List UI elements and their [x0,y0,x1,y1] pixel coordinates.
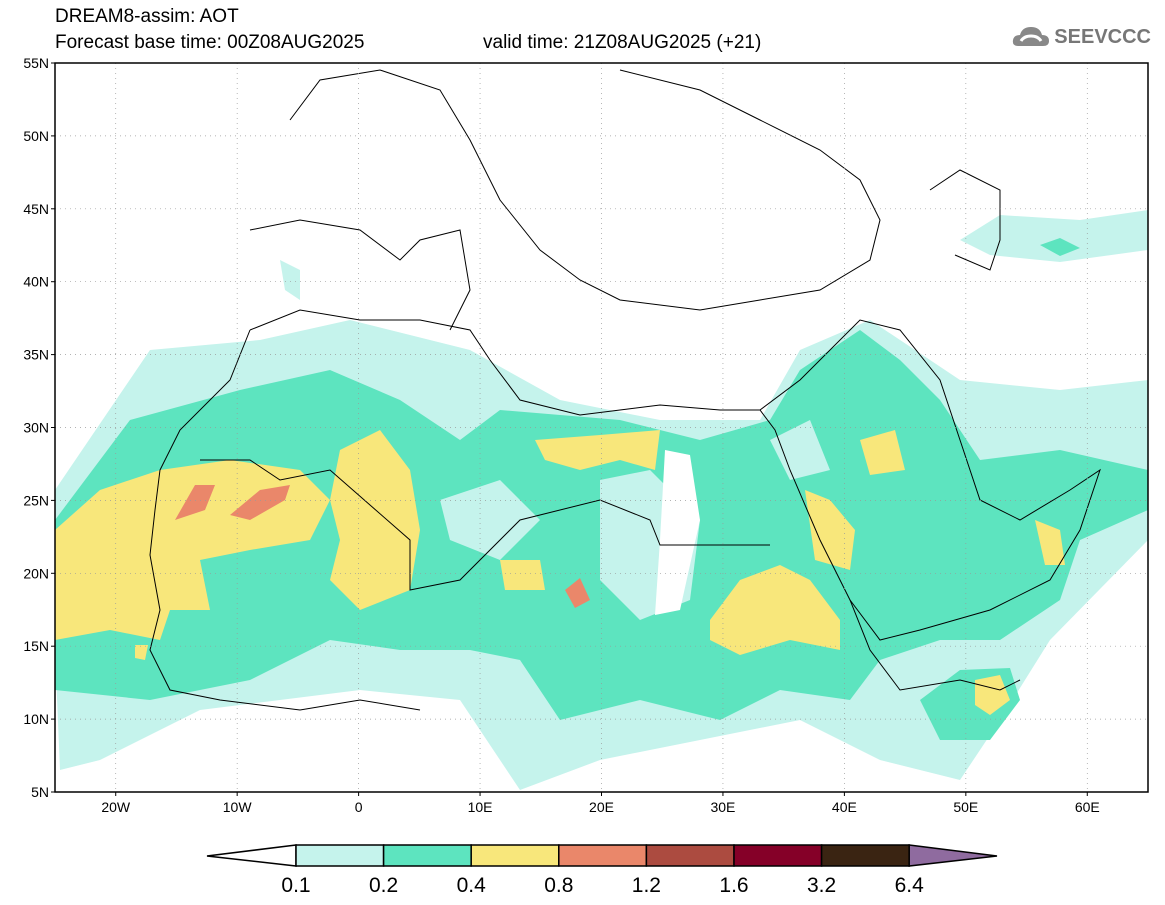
lon-label: 40E [832,799,857,815]
colorbar-under-triangle [206,844,297,867]
logo-text: SEEVCCC [1054,25,1151,48]
aot-light-patches [420,370,830,620]
no-data-hole [655,450,700,615]
lon-label: 20W [101,799,131,815]
colorbar-swatch [382,844,472,867]
lon-label: 20E [589,799,614,815]
lat-label: 10N [23,711,49,727]
colorbar-swatch [558,844,648,867]
colorbar-label: 0.8 [544,874,573,897]
country-borders [149,69,1101,711]
cloud-icon [1013,27,1050,46]
aot-0.4-0.8-area [55,430,1065,715]
lon-label: 60E [1075,799,1100,815]
graticule [55,63,1148,792]
colorbar-label: 0.1 [281,874,310,897]
colorbar-over-triangle [908,844,998,867]
lat-label: 5N [31,784,49,800]
colorbar-label: 1.2 [632,874,661,897]
aot-field [55,63,1148,792]
chart-title: DREAM8-assim: AOT [55,6,239,27]
lat-label: 25N [23,492,49,508]
lon-label: 50E [953,799,978,815]
lon-label: 0 [355,799,363,815]
lon-label: 30E [710,799,735,815]
lat-label: 30N [23,420,49,436]
lat-label: 50N [23,128,49,144]
colorbar-label: 0.2 [369,874,398,897]
colorbar-label: 0.4 [457,874,487,897]
map-axes: 55N 50N 45N 40N 35N 30N 25N 20N 15N 10N 5N 20W 10W 0 1… [23,55,1099,815]
lat-label: 40N [23,274,49,290]
colorbar-swatch [470,844,560,867]
colorbar-label: 6.4 [895,874,925,897]
colorbar: 0.1 0.2 0.4 0.8 1.2 1.6 3.2 6.4 [206,844,998,897]
lat-label: 15N [23,638,49,654]
seevccc-logo: SEEVCCC [1012,24,1151,50]
lat-label: 35N [23,347,49,363]
lat-label: 45N [23,201,49,217]
lat-label: 20N [23,565,49,581]
valid-time: valid time: 21Z08AUG2025 (+21) [483,32,762,53]
colorbar-swatch [820,844,910,867]
colorbar-label: 1.6 [719,874,748,897]
colorbar-swatch [645,844,735,867]
colorbar-label: 3.2 [807,874,836,897]
colorbar-swatch [733,844,823,867]
lon-label: 10E [468,799,493,815]
lon-label: 10W [223,799,253,815]
forecast-base-time: Forecast base time: 00Z08AUG2025 [55,32,365,53]
lat-label: 55N [23,55,49,71]
colorbar-swatch [295,844,385,867]
